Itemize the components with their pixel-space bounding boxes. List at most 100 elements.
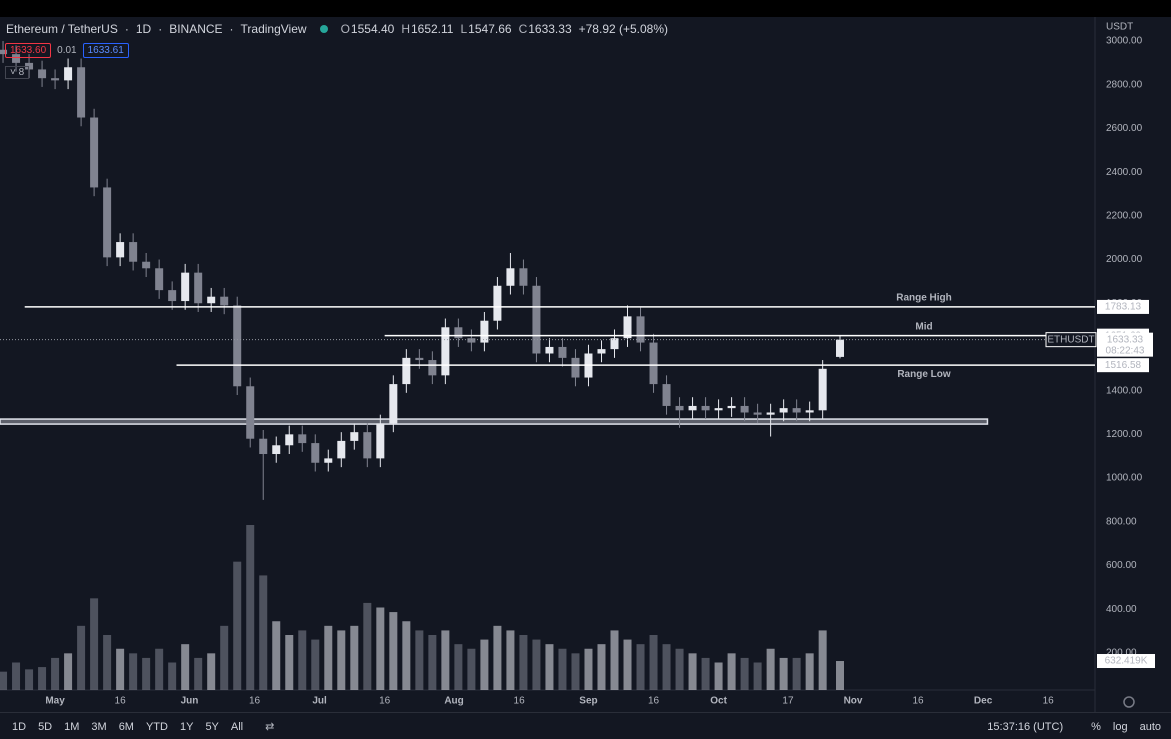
candle-body [116, 242, 125, 258]
low-key: L [460, 22, 468, 36]
volume-bar [636, 644, 645, 690]
candle-body [415, 357, 424, 361]
volume-bar [779, 657, 788, 690]
spread: 0.01 [57, 45, 77, 56]
x-tick-label: Sep [579, 696, 597, 707]
top-strip [0, 0, 1171, 17]
buy-price[interactable]: 1633.61 [82, 43, 129, 58]
volume-bar [194, 657, 203, 690]
volume-bar [12, 662, 21, 690]
x-tick-label: Jul [312, 696, 327, 707]
auto-toggle[interactable]: auto [1139, 720, 1161, 733]
indicators-toggle[interactable]: ˅ 8 [5, 66, 30, 79]
volume-bar [753, 662, 762, 690]
level-price: 1783.13 [1105, 302, 1142, 313]
candle-body [363, 432, 372, 459]
percent-toggle[interactable]: % [1091, 720, 1101, 733]
trade-row: 1633.60 0.01 1633.61 [5, 43, 129, 58]
volume-bar [818, 630, 827, 690]
level-name: Range Low [897, 369, 951, 380]
volume-bar [792, 657, 801, 690]
level-price: 1516.58 [1105, 360, 1142, 371]
volume-bar [64, 653, 73, 690]
candle-body [220, 296, 229, 306]
candle-body [649, 342, 658, 385]
candle-body [558, 346, 567, 358]
candle-body [402, 357, 411, 385]
candle-body [636, 316, 645, 343]
candle-body [688, 405, 697, 411]
volume-bar [532, 639, 541, 690]
volume-last: 632.419K [1105, 656, 1148, 667]
volume-bar [714, 662, 723, 690]
volume-bar [727, 653, 736, 690]
volume-bar [337, 630, 346, 690]
source: TradingView [240, 22, 307, 36]
level-price-box [1097, 358, 1149, 373]
range-button[interactable]: 1M [64, 720, 80, 733]
candle-body [285, 434, 294, 446]
candle-body [207, 296, 216, 304]
volume-bar [259, 575, 268, 690]
clock: 15:37:16 (UTC) [987, 720, 1064, 733]
low: 1547.66 [468, 22, 512, 36]
volume-bar [415, 630, 424, 690]
candle-body [571, 357, 580, 378]
settings-icon[interactable] [1123, 696, 1135, 708]
y-tick-label: 800.00 [1106, 516, 1137, 527]
volume-bar [688, 653, 697, 690]
candle-body [740, 405, 749, 413]
volume-bar [519, 635, 528, 690]
y-tick-label: 200.00 [1106, 647, 1137, 658]
sell-price[interactable]: 1633.60 [5, 43, 52, 58]
volume-bar [376, 607, 385, 690]
volume-bar [662, 644, 671, 690]
range-button[interactable]: 5D [38, 720, 53, 733]
candle-body [714, 408, 723, 411]
volume-bar [155, 648, 164, 690]
open: 1554.40 [350, 22, 395, 36]
x-tick-label: 16 [913, 696, 925, 707]
range-button[interactable]: 5Y [205, 720, 219, 733]
candle-body [272, 445, 281, 455]
range-buttons: 1D 5D 1M 3M 6M YTD 1Y 5Y All [12, 721, 243, 733]
range-button[interactable]: 1D [12, 720, 27, 733]
volume-bar [116, 648, 125, 690]
x-tick-label: 16 [648, 696, 660, 707]
candle-body [818, 368, 827, 411]
candle-body [441, 327, 450, 376]
symbol[interactable]: Ethereum / TetherUS [6, 22, 118, 36]
change: +78.92 (+5.08%) [578, 22, 669, 36]
candle-body [129, 242, 138, 262]
y-tick-label: 600.00 [1106, 560, 1137, 571]
range-button[interactable]: 1Y [179, 720, 194, 733]
compare-icon[interactable]: ⇄ [265, 721, 275, 733]
volume-bar [181, 644, 190, 690]
volume-bar [90, 598, 99, 690]
x-tick-label: Nov [844, 696, 863, 707]
candle-body [168, 290, 177, 302]
currency: USDT [1106, 22, 1133, 33]
volume-bar [571, 653, 580, 690]
candle-body [532, 285, 541, 354]
volume-bar [454, 644, 463, 690]
volume-bar [142, 657, 151, 690]
candle-body [597, 349, 606, 354]
range-button[interactable]: 6M [118, 720, 134, 733]
candle-body [428, 360, 437, 376]
range-button[interactable]: 3M [91, 720, 107, 733]
candle-body [51, 78, 60, 81]
volume-bar [324, 625, 333, 690]
high: 1652.11 [410, 22, 454, 36]
y-tick-label: 2600.00 [1106, 123, 1143, 134]
range-button[interactable]: YTD [145, 720, 168, 733]
interval[interactable]: 1D [135, 22, 152, 36]
candle-body [194, 272, 203, 304]
candle-body [155, 268, 164, 291]
range-button[interactable]: All [230, 720, 244, 733]
log-toggle[interactable]: log [1112, 720, 1128, 733]
volume-bar [805, 653, 814, 690]
volume-bar [389, 612, 398, 690]
